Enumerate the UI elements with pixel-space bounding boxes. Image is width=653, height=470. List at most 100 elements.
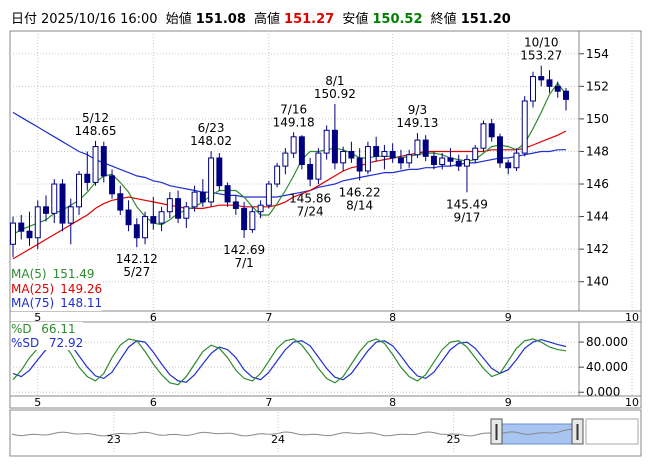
date-label: 日付 <box>11 12 38 27</box>
candle <box>10 216 16 258</box>
candle-body <box>439 157 446 165</box>
candle <box>389 143 396 163</box>
candle <box>422 135 429 162</box>
month-tick-label: 6 <box>150 311 157 324</box>
annotation-date: 8/1 <box>325 74 344 88</box>
annotation-date: 6/23 <box>198 121 225 135</box>
annotation-value: 145.86 <box>289 191 331 205</box>
candle <box>397 149 404 170</box>
candle <box>348 141 355 163</box>
annotation-date: 7/1 <box>234 256 253 270</box>
candle-body <box>496 136 503 164</box>
candle-body <box>67 206 74 224</box>
month-tick-label: 5 <box>34 311 41 324</box>
candle <box>323 125 330 160</box>
candle-body <box>265 183 272 206</box>
candle <box>340 146 347 171</box>
date-value: 2025/10/16 16:00 <box>41 12 158 27</box>
pctsd-line <box>12 338 567 383</box>
candle <box>216 153 223 191</box>
candle <box>406 149 413 168</box>
month-tick-label: 8 <box>389 396 396 409</box>
candle <box>439 153 446 170</box>
candle-body <box>142 216 149 239</box>
month-tick-label: 9 <box>505 396 512 409</box>
candle-body <box>389 150 396 159</box>
candle-body <box>26 230 33 239</box>
month-tick-label: 10 <box>625 311 639 324</box>
candle <box>265 180 272 209</box>
candle-body <box>340 150 347 164</box>
candle-body <box>51 183 58 214</box>
candle <box>26 211 33 246</box>
ohlc-header: 日付 2025/10/16 16:00 始値 151.08 高値 151.27 安値 1… <box>11 8 511 27</box>
candle-body <box>224 185 231 203</box>
candle-body <box>59 183 66 224</box>
price-tick-label: 150 <box>586 112 609 126</box>
candle-body <box>133 224 140 239</box>
candle <box>125 200 132 232</box>
candle <box>364 141 371 175</box>
candle-body <box>109 175 116 195</box>
ma75-value: 148.11 <box>60 296 103 310</box>
candle <box>554 81 561 98</box>
candle <box>274 162 281 188</box>
candle <box>100 141 107 183</box>
navigator-tick-label: 24 <box>271 433 285 446</box>
candle <box>150 197 157 230</box>
price-tick-label: 146 <box>586 177 609 191</box>
candle <box>59 179 66 232</box>
candle-body <box>166 198 173 213</box>
pctd-line <box>12 336 567 386</box>
navigator[interactable]: 23 24 25 <box>9 409 642 457</box>
navigator-handle-left[interactable] <box>490 418 503 445</box>
ma5-label: MA(5) <box>11 267 47 281</box>
month-tick-label: 9 <box>505 311 512 324</box>
candle <box>538 65 545 87</box>
candle-body <box>100 146 107 177</box>
annotation-date: 7/16 <box>280 102 307 116</box>
candle-body <box>282 152 289 167</box>
candle <box>232 195 239 215</box>
stochastics-lines <box>12 336 567 386</box>
candle <box>530 71 536 108</box>
candle <box>133 218 140 248</box>
candle-body <box>356 157 363 172</box>
candle <box>356 148 363 181</box>
annotation-value: 148.02 <box>190 134 232 148</box>
candle <box>257 200 264 219</box>
candle-body <box>530 76 536 102</box>
candle-body <box>191 191 198 208</box>
price-y-axis: 140 142 144 146 148 150 152 154 <box>579 47 609 289</box>
candle-body <box>274 165 281 185</box>
annotation-value: 149.18 <box>273 115 315 129</box>
candle-body <box>554 85 561 92</box>
annotation-value: 149.13 <box>396 116 438 130</box>
navigator-handle-right[interactable] <box>571 418 584 445</box>
candle <box>92 140 99 186</box>
candle <box>414 133 421 158</box>
candle <box>480 120 487 152</box>
month-tick-label: 7 <box>265 396 272 409</box>
candle <box>51 179 58 224</box>
candle-body <box>331 129 338 164</box>
candle-body <box>117 193 124 211</box>
candle-body <box>323 129 330 154</box>
annotation-value: 142.69 <box>223 243 265 257</box>
pctsd-legend: %SD 72.92 <box>11 336 83 350</box>
annotation-date: 5/12 <box>82 111 109 125</box>
stochastics-tick-label: 40.000 <box>586 360 628 374</box>
candlesticks <box>10 65 569 258</box>
high-label: 高値 <box>254 12 281 27</box>
candle <box>315 148 322 185</box>
candle-body <box>455 160 462 167</box>
annotation-date: 7/24 <box>297 204 324 218</box>
candle <box>290 132 297 158</box>
candle-body <box>175 198 182 219</box>
candle-body <box>18 222 25 232</box>
candle-body <box>315 152 322 180</box>
candle <box>18 214 25 240</box>
candle-body <box>397 157 404 164</box>
candle <box>307 157 314 187</box>
